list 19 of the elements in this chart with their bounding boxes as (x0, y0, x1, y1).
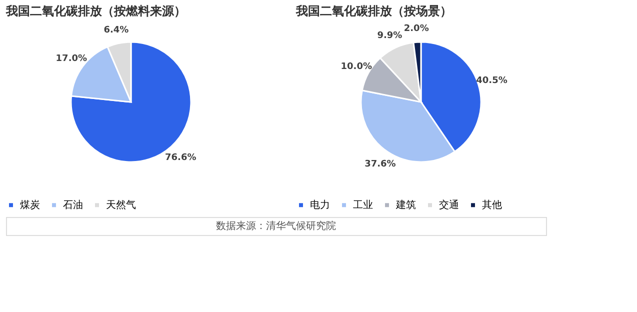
data-label: 2.0% (404, 24, 429, 34)
legend-label: 煤炭 (20, 199, 40, 212)
legend-label: 其他 (482, 199, 502, 212)
chart-title: 我国二氧化碳排放（按场景） (295, 4, 452, 18)
legend-label: 工业 (353, 199, 373, 212)
legend-label: 天然气 (106, 199, 136, 212)
legend-label: 石油 (63, 199, 83, 212)
data-label: 9.9% (377, 30, 402, 41)
data-label: 6.4% (104, 25, 129, 36)
legend-label: 电力 (310, 199, 330, 212)
legend-label: 建筑 (395, 199, 416, 212)
data-label: 10.0% (340, 62, 372, 72)
source-note: 数据来源：清华气候研究院 (216, 220, 336, 232)
legend-label: 交通 (439, 199, 459, 212)
data-label: 17.0% (56, 54, 88, 64)
data-label: 37.6% (364, 160, 396, 170)
data-label: 40.5% (476, 76, 508, 86)
data-label: 76.6% (165, 152, 196, 163)
chart-title: 我国二氧化碳排放（按燃料来源） (5, 4, 186, 18)
